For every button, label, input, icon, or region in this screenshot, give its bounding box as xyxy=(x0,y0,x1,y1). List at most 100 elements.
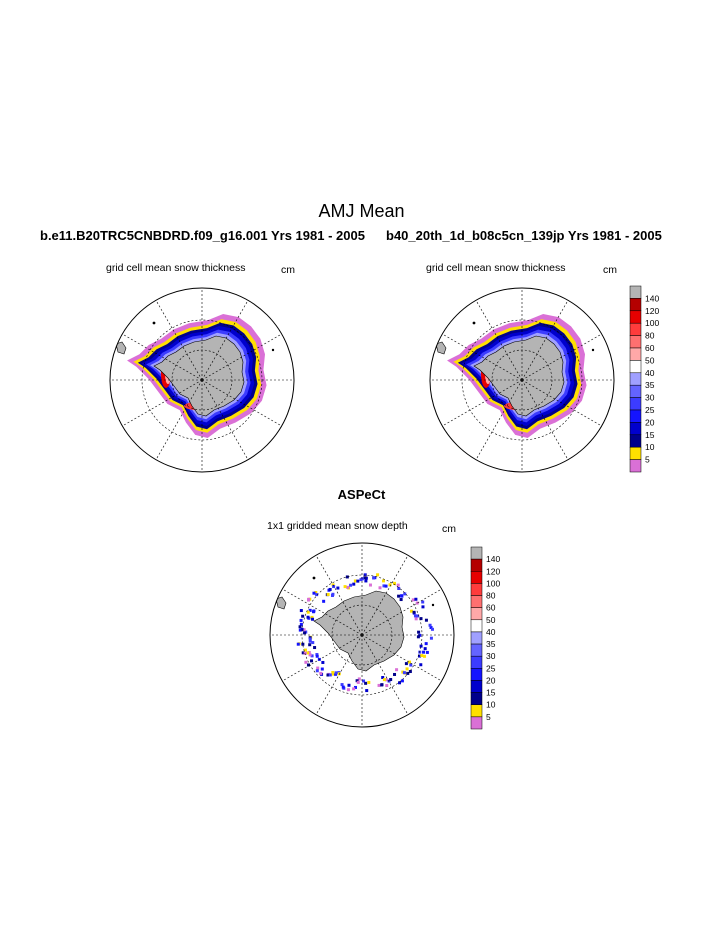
right-panel-title: grid cell mean snow thickness xyxy=(426,262,566,274)
colorbar-swatch xyxy=(470,716,483,730)
meridian-line xyxy=(201,300,249,381)
obs-cell xyxy=(357,677,361,681)
colorbar-swatch xyxy=(470,655,483,669)
colorbar-swatch xyxy=(470,668,483,681)
obs-cell xyxy=(313,646,317,650)
obs-cell xyxy=(301,651,305,655)
obs-cell xyxy=(400,679,404,683)
obs-cell xyxy=(425,650,429,654)
meridian-line xyxy=(475,300,523,381)
obs-cell xyxy=(397,594,401,598)
colorbar-swatch xyxy=(470,680,483,693)
colorbar-label: 60 xyxy=(645,343,655,353)
colorbar-swatch xyxy=(629,397,642,411)
obs-cell xyxy=(353,685,357,689)
obs-cell xyxy=(416,614,420,618)
obs-cell xyxy=(319,671,323,675)
obs-cell xyxy=(399,598,403,602)
map-field xyxy=(110,288,294,472)
obs-cell xyxy=(306,610,310,614)
obs-cell xyxy=(421,605,425,609)
colorbar-label: 35 xyxy=(645,380,655,390)
colorbar-swatch xyxy=(470,704,483,718)
obs-cell xyxy=(312,609,316,613)
obs-cell xyxy=(408,660,412,664)
obs-cell xyxy=(418,654,422,658)
obs-cell xyxy=(398,681,402,685)
obs-cell xyxy=(381,579,385,583)
bottom-panel-heading: ASPeCt xyxy=(337,487,386,502)
map-border xyxy=(109,287,295,473)
obs-cell xyxy=(409,663,413,667)
island xyxy=(591,348,595,352)
obs-cell xyxy=(355,679,359,683)
obs-cell xyxy=(352,687,356,691)
obs-cell xyxy=(368,583,372,587)
meridian-line xyxy=(361,634,409,715)
obs-cell xyxy=(419,663,423,667)
colorbar-swatch xyxy=(470,595,483,608)
meridian-line xyxy=(155,379,203,460)
right-colorbar: 5 10 15 20 25 30 35 40 50 60 80 100 120 140 xyxy=(629,285,669,475)
obs-cell xyxy=(298,628,302,632)
obs-cell xyxy=(382,678,386,682)
obs-cell xyxy=(414,617,418,621)
south-america-land xyxy=(115,341,127,355)
bottom-panel-title: 1x1 gridded mean snow depth xyxy=(267,520,408,532)
meridian-line xyxy=(521,333,602,381)
colorbar-swatch xyxy=(629,434,642,448)
obs-cell xyxy=(408,670,412,674)
obs-cell xyxy=(413,614,417,618)
meridian-line xyxy=(442,333,523,381)
obs-cell xyxy=(299,609,303,613)
obs-cell xyxy=(301,642,305,646)
obs-cell xyxy=(377,683,381,687)
island xyxy=(152,321,156,325)
obs-cell xyxy=(321,660,325,664)
obs-cell xyxy=(364,681,368,685)
obs-cell xyxy=(302,628,306,632)
obs-cell xyxy=(315,593,319,597)
obs-cell xyxy=(315,669,319,673)
obs-cell xyxy=(420,654,424,658)
obs-cell xyxy=(360,577,364,581)
obs-cell xyxy=(310,654,314,658)
island xyxy=(312,576,316,580)
meridian-line xyxy=(442,379,523,427)
obs-cell xyxy=(424,642,428,646)
obs-cell xyxy=(345,575,349,579)
obs-cell xyxy=(401,670,405,674)
obs-cell xyxy=(301,614,305,618)
colorbar-label: 35 xyxy=(486,639,496,649)
aspect-polar-map xyxy=(269,542,455,728)
colorbar-swatch xyxy=(629,446,642,460)
meridian-line xyxy=(201,379,249,460)
obs-cell xyxy=(388,583,392,587)
antarctica-land xyxy=(313,590,405,672)
obs-cell xyxy=(326,673,330,677)
obs-cell xyxy=(311,641,315,645)
obs-cell xyxy=(367,680,371,684)
colorbar-label: 80 xyxy=(645,331,655,341)
colorbar-swatch xyxy=(470,571,483,584)
colorbar-swatch xyxy=(629,285,642,299)
meridian-line xyxy=(155,300,203,381)
obs-cell xyxy=(381,676,385,680)
island xyxy=(271,348,275,352)
obs-cell xyxy=(310,659,314,663)
obs-cell xyxy=(412,610,416,614)
map-field xyxy=(430,288,614,472)
obs-cell xyxy=(430,627,434,631)
meridian-line xyxy=(201,333,282,381)
colorbar-label: 50 xyxy=(486,615,496,625)
colorbar-swatch xyxy=(629,409,642,423)
obs-cell xyxy=(346,585,350,589)
colorbar-label: 10 xyxy=(645,442,655,452)
meridian-line xyxy=(361,634,442,682)
colorbar-label: 50 xyxy=(645,355,655,365)
colorbar-swatch xyxy=(629,360,642,374)
obs-cell xyxy=(396,583,400,587)
obs-cell xyxy=(337,672,341,676)
obs-cell xyxy=(402,671,406,675)
obs-cell xyxy=(393,581,397,585)
